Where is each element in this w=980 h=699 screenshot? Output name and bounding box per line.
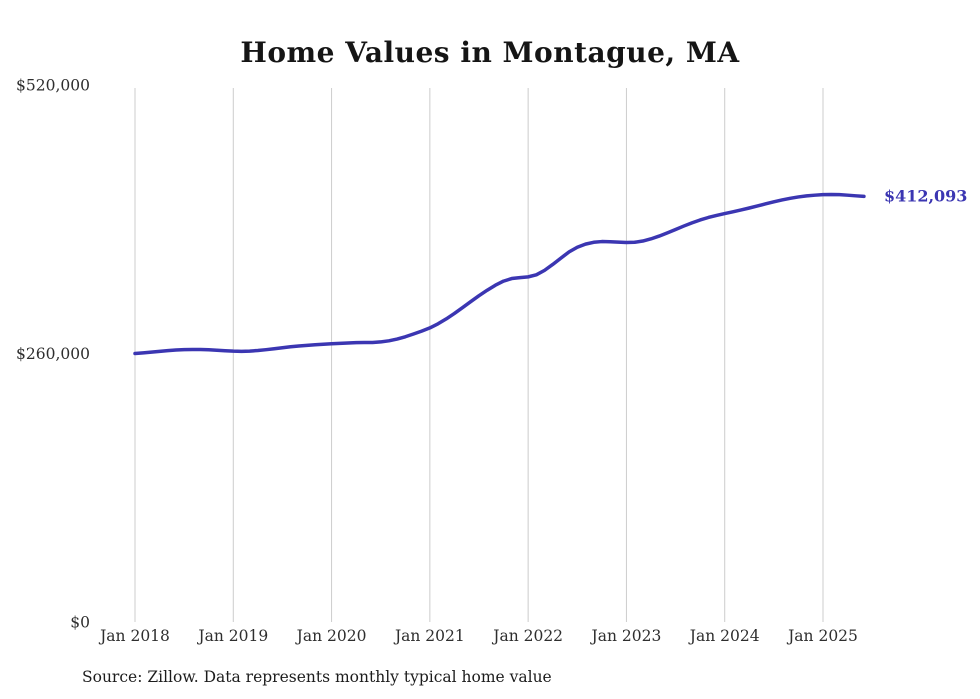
x-tick-label: Jan 2021 xyxy=(393,627,465,645)
gridlines xyxy=(134,88,824,622)
y-axis-labels: $0 $260,000 $520,000 xyxy=(16,77,90,632)
x-tick-label: Jan 2023 xyxy=(590,627,662,645)
x-axis-labels: Jan 2018 Jan 2019 Jan 2020 Jan 2021 Jan 2022… xyxy=(98,627,858,645)
x-tick-label: Jan 2024 xyxy=(688,627,760,645)
y-tick-label: $520,000 xyxy=(16,77,90,95)
x-tick-label: Jan 2018 xyxy=(98,627,170,645)
chart-title: Home Values in Montague, MA xyxy=(240,36,740,69)
y-tick-label: $0 xyxy=(70,614,90,632)
y-tick-label: $260,000 xyxy=(16,345,90,363)
end-value-label: $412,093 xyxy=(884,186,968,205)
home-value-line xyxy=(133,192,866,356)
source-note: Source: Zillow. Data represents monthly … xyxy=(82,668,552,686)
x-tick-label: Jan 2020 xyxy=(295,627,367,645)
x-tick-label: Jan 2019 xyxy=(196,627,268,645)
x-tick-label: Jan 2025 xyxy=(786,627,858,645)
x-tick-label: Jan 2022 xyxy=(491,627,563,645)
